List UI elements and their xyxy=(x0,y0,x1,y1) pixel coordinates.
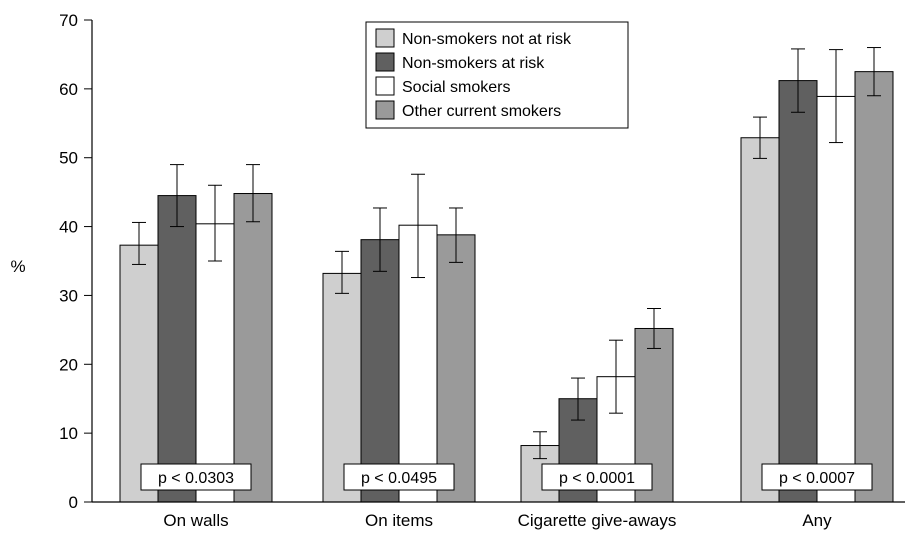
y-tick-label: 50 xyxy=(59,149,78,168)
p-value-annotation: p < 0.0001 xyxy=(541,463,653,491)
y-tick-label: 30 xyxy=(59,286,78,305)
error-bar xyxy=(647,308,661,349)
bar xyxy=(436,234,476,503)
error-bar xyxy=(533,431,547,460)
bar xyxy=(119,244,159,503)
annotations-layer: p < 0.0303 p < 0.0495 p < 0.0001 p < 0.0007 xyxy=(140,463,873,491)
legend-item: Social smokers xyxy=(375,76,510,96)
error-bar xyxy=(449,207,463,263)
bar xyxy=(740,137,780,503)
legend-item: Non-smokers at risk xyxy=(375,52,545,72)
error-bar xyxy=(411,173,425,279)
legend-label: Non-smokers not at risk xyxy=(402,31,572,48)
y-axis-label: % xyxy=(10,257,25,276)
legend-swatch xyxy=(375,52,395,72)
y-tick-label: 60 xyxy=(59,80,78,99)
p-value-annotation: p < 0.0495 xyxy=(343,463,455,491)
bar xyxy=(816,95,856,503)
legend-item: Non-smokers not at risk xyxy=(375,28,572,48)
bar xyxy=(854,71,894,503)
error-bar xyxy=(335,250,349,294)
p-value-annotation: p < 0.0007 xyxy=(761,463,873,491)
bar xyxy=(778,80,818,503)
error-bar xyxy=(753,116,767,159)
error-bar xyxy=(208,184,222,262)
legend-label: Other current smokers xyxy=(402,103,561,120)
y-tick-label: 20 xyxy=(59,355,78,374)
p-value-text: p < 0.0303 xyxy=(158,470,234,487)
p-value-annotation: p < 0.0303 xyxy=(140,463,252,491)
error-bar xyxy=(571,377,585,421)
legend-label: Social smokers xyxy=(402,79,510,96)
p-value-text: p < 0.0495 xyxy=(361,470,437,487)
error-bar xyxy=(132,221,146,265)
bars-layer xyxy=(119,71,894,503)
y-tick-label: 0 xyxy=(69,493,78,512)
error-bar xyxy=(791,48,805,113)
error-bar xyxy=(609,339,623,414)
bar xyxy=(157,195,197,503)
x-tick-label: On items xyxy=(365,511,433,530)
y-tick-label: 40 xyxy=(59,218,78,237)
error-bar xyxy=(170,164,184,228)
error-bar xyxy=(373,207,387,272)
legend-label: Non-smokers at risk xyxy=(402,55,545,72)
p-value-text: p < 0.0001 xyxy=(559,470,635,487)
p-value-text: p < 0.0007 xyxy=(779,470,855,487)
y-tick-label: 70 xyxy=(59,11,78,30)
x-tick-label: Cigarette give-aways xyxy=(518,511,677,530)
axes-layer: On walls On items Cigarette give-aways Any 0… xyxy=(10,11,905,530)
legend-swatch xyxy=(375,100,395,120)
bar xyxy=(195,223,235,503)
legend-item: Other current smokers xyxy=(375,100,561,120)
error-bar xyxy=(829,49,843,144)
x-tick-label: On walls xyxy=(163,511,228,530)
bar xyxy=(360,239,400,503)
error-bars-layer xyxy=(132,47,881,460)
legend-swatch xyxy=(375,76,395,96)
error-bar xyxy=(246,164,260,223)
x-tick-label: Any xyxy=(802,511,832,530)
bar xyxy=(233,193,273,503)
y-tick-label: 10 xyxy=(59,424,78,443)
legend: Non-smokers not at risk Non-smokers at ri… xyxy=(365,21,629,129)
error-bar xyxy=(867,47,881,97)
legend-box xyxy=(365,21,629,129)
legend-swatch xyxy=(375,28,395,48)
